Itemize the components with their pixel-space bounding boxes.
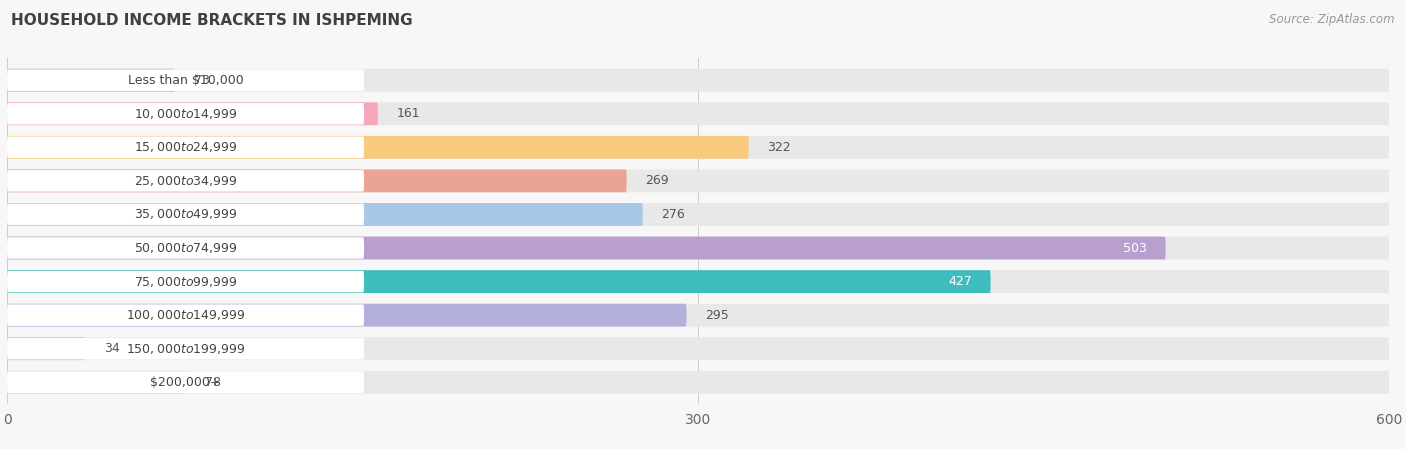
FancyBboxPatch shape [7,237,1389,260]
FancyBboxPatch shape [7,270,991,293]
FancyBboxPatch shape [7,204,364,225]
FancyBboxPatch shape [7,136,749,159]
FancyBboxPatch shape [7,304,1389,326]
Text: $50,000 to $74,999: $50,000 to $74,999 [134,241,238,255]
Text: $10,000 to $14,999: $10,000 to $14,999 [134,107,238,121]
Text: Less than $10,000: Less than $10,000 [128,74,243,87]
FancyBboxPatch shape [7,103,364,124]
FancyBboxPatch shape [7,136,1389,159]
Text: $75,000 to $99,999: $75,000 to $99,999 [134,275,238,289]
FancyBboxPatch shape [7,102,378,125]
Text: 34: 34 [104,342,120,355]
FancyBboxPatch shape [7,371,364,393]
FancyBboxPatch shape [7,371,1389,394]
FancyBboxPatch shape [7,304,364,326]
FancyBboxPatch shape [7,337,1389,360]
Text: $25,000 to $34,999: $25,000 to $34,999 [134,174,238,188]
FancyBboxPatch shape [7,304,686,326]
Text: 427: 427 [949,275,972,288]
Text: HOUSEHOLD INCOME BRACKETS IN ISHPEMING: HOUSEHOLD INCOME BRACKETS IN ISHPEMING [11,13,413,28]
FancyBboxPatch shape [7,271,364,292]
FancyBboxPatch shape [7,338,364,360]
Text: $150,000 to $199,999: $150,000 to $199,999 [127,342,245,356]
FancyBboxPatch shape [7,69,176,92]
Text: 276: 276 [661,208,685,221]
Text: 503: 503 [1123,242,1147,255]
Text: $15,000 to $24,999: $15,000 to $24,999 [134,141,238,154]
FancyBboxPatch shape [7,169,627,192]
FancyBboxPatch shape [7,203,643,226]
FancyBboxPatch shape [7,136,364,158]
FancyBboxPatch shape [7,203,1389,226]
FancyBboxPatch shape [7,371,187,394]
FancyBboxPatch shape [7,337,86,360]
FancyBboxPatch shape [7,169,1389,192]
FancyBboxPatch shape [7,170,364,192]
Text: 269: 269 [645,174,669,187]
Text: 161: 161 [396,107,420,120]
FancyBboxPatch shape [7,69,1389,92]
Text: $35,000 to $49,999: $35,000 to $49,999 [134,207,238,221]
FancyBboxPatch shape [7,70,364,91]
Text: 78: 78 [205,376,221,389]
Text: Source: ZipAtlas.com: Source: ZipAtlas.com [1270,13,1395,26]
FancyBboxPatch shape [7,237,1166,260]
Text: $200,000+: $200,000+ [150,376,221,389]
Text: 73: 73 [194,74,209,87]
FancyBboxPatch shape [7,270,1389,293]
FancyBboxPatch shape [7,102,1389,125]
FancyBboxPatch shape [7,237,364,259]
Text: 322: 322 [768,141,790,154]
Text: 295: 295 [704,308,728,321]
Text: $100,000 to $149,999: $100,000 to $149,999 [127,308,245,322]
